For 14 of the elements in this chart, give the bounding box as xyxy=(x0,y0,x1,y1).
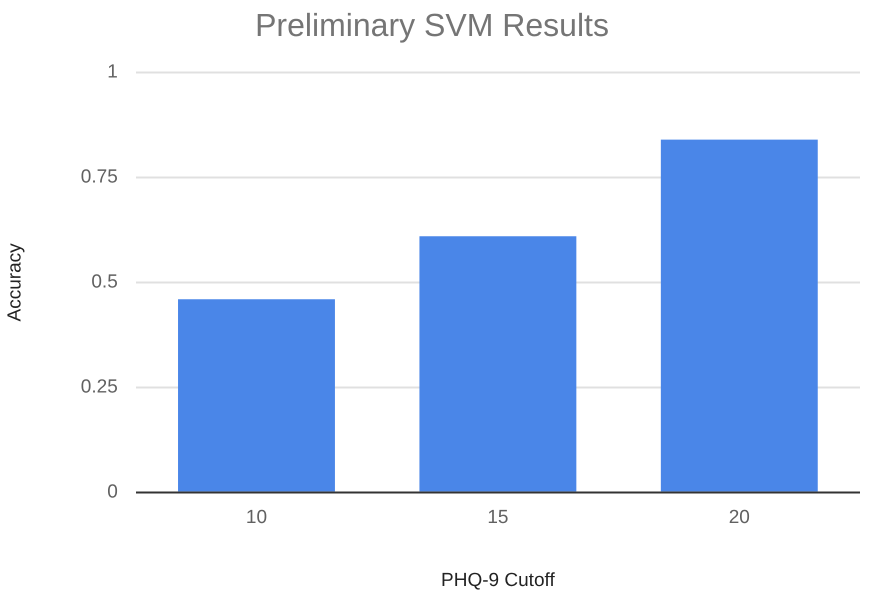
y-tick-label: 0 xyxy=(107,482,118,503)
y-tick-label: 1 xyxy=(107,62,118,83)
y-tick-label: 0.25 xyxy=(80,376,118,398)
bar xyxy=(419,236,576,492)
y-tick-label: 0.5 xyxy=(91,272,118,293)
bar xyxy=(178,299,335,492)
y-tick-label: 0.75 xyxy=(80,166,118,188)
x-tick-label: 20 xyxy=(728,507,750,528)
chart-title: Preliminary SVM Results xyxy=(255,7,609,44)
x-axis-title: PHQ-9 Cutoff xyxy=(441,570,556,591)
x-tick-label: 15 xyxy=(487,507,508,528)
x-tick-label: 10 xyxy=(246,507,268,528)
bar xyxy=(660,140,818,492)
y-axis-title: Accuracy xyxy=(4,242,26,322)
